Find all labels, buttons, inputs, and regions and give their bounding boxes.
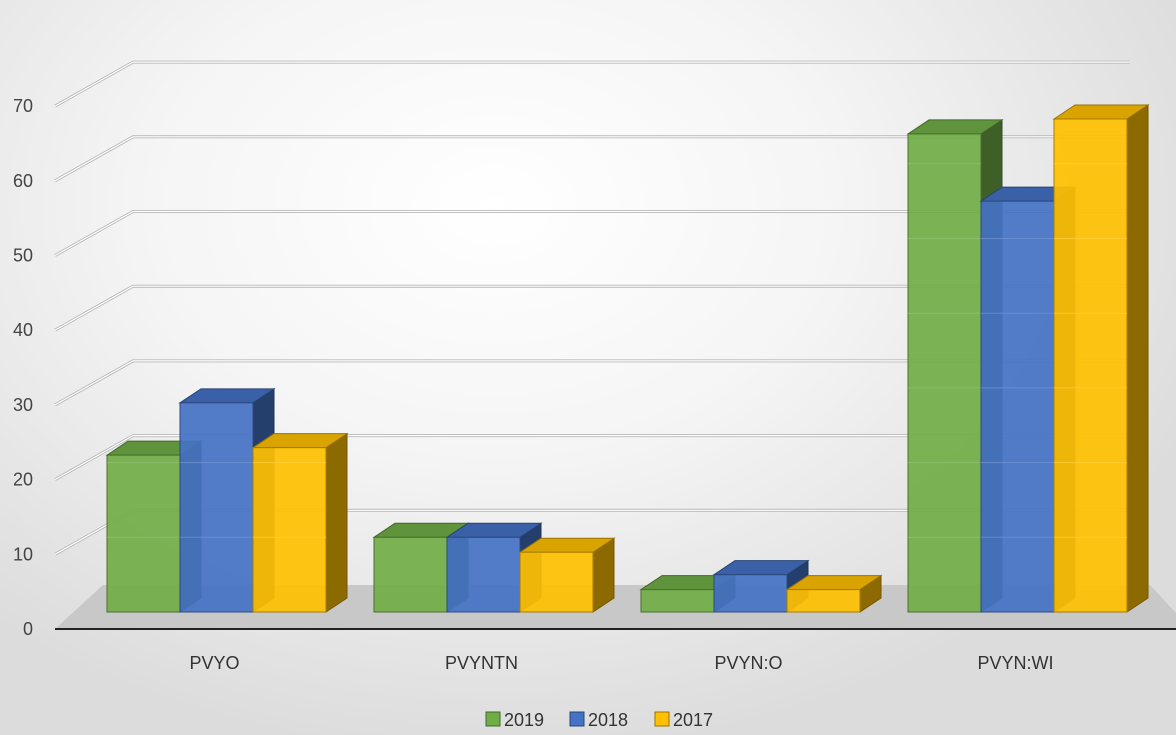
gridline-highlight (54, 360, 1130, 406)
legend: 2019 2018 2017 (485, 710, 713, 730)
bar-front (786, 589, 861, 613)
bars (105, 104, 1150, 613)
gridline-highlight (54, 210, 1130, 257)
bar-front (252, 447, 327, 613)
y-tick-label: 60 (13, 171, 33, 191)
legend-swatch (654, 711, 670, 727)
bar (785, 574, 883, 613)
y-tick-label: 0 (23, 619, 33, 639)
bar-front (106, 454, 181, 613)
y-tick-label: 20 (13, 470, 33, 490)
y-tick-label: 30 (13, 395, 33, 415)
legend-label: 2019 (504, 710, 544, 730)
bar (445, 522, 543, 613)
gridline-highlight (54, 61, 1130, 107)
legend-label: 2017 (673, 710, 713, 730)
gridline (54, 60, 1130, 108)
x-tick-label: PVYN:WI (977, 653, 1053, 673)
gridline-highlight (54, 285, 1130, 331)
bar-front (980, 200, 1055, 613)
x-tick-label: PVYNTN (445, 653, 518, 673)
gridline-highlight (54, 435, 1130, 481)
legend-item: 2018 (569, 710, 628, 730)
legend-swatch (485, 711, 501, 727)
bar-front (907, 133, 982, 613)
bar-front (713, 574, 788, 613)
legend-item: 2019 (485, 710, 544, 730)
y-tick-label: 70 (13, 96, 33, 116)
bar-front (373, 536, 448, 613)
gridline-highlight (54, 136, 1130, 182)
x-axis-labels: PVYO PVYNTN PVYN:O PVYN:WI (189, 653, 1053, 673)
x-tick-label: PVYO (189, 653, 239, 673)
bar (251, 432, 349, 613)
y-axis: 0 10 20 30 40 50 60 70 (13, 96, 1176, 639)
bar (518, 537, 616, 613)
legend-swatch (569, 711, 585, 727)
x-tick-label: PVYN:O (714, 653, 782, 673)
bar-front (1053, 118, 1128, 613)
bar-front (640, 589, 715, 613)
legend-item: 2017 (654, 710, 713, 730)
y-tick-label: 50 (13, 246, 33, 266)
bar-front (446, 536, 521, 613)
bar-front (519, 551, 594, 613)
bar-side (325, 432, 348, 613)
legend-label: 2018 (588, 710, 628, 730)
bar-front (179, 402, 254, 613)
bar-side (1126, 104, 1149, 613)
y-tick-label: 40 (13, 320, 33, 340)
bar (1052, 104, 1150, 613)
y-tick-label: 10 (13, 544, 33, 564)
